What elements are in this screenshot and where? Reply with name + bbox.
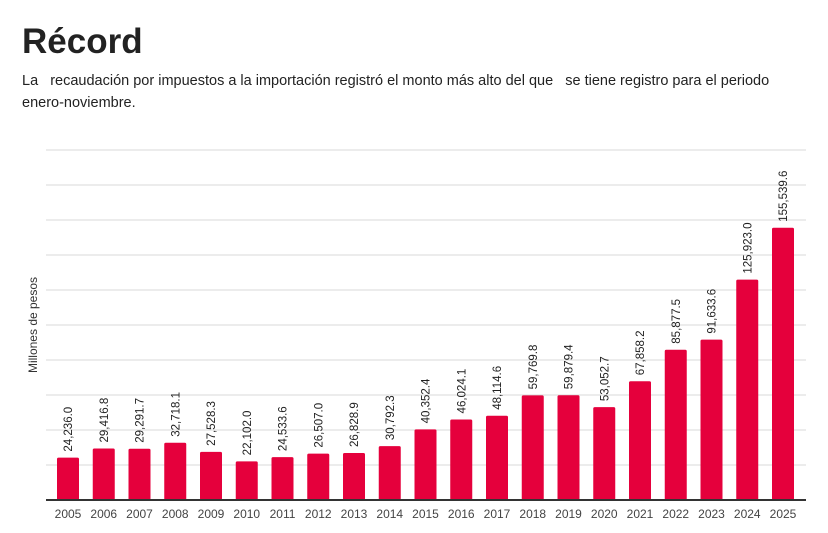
x-tick-label: 2009 [198,507,225,521]
data-label: 26,828.9 [349,402,361,447]
x-tick-label: 2024 [734,507,761,521]
data-label: 29,291.7 [135,398,147,443]
x-tick-label: 2015 [412,507,439,521]
data-label: 53,052.7 [599,356,611,401]
x-tick-label: 2013 [341,507,368,521]
data-label: 91,633.6 [707,289,719,334]
data-label: 125,923.0 [742,222,754,273]
bar [92,448,115,500]
data-label: 26,507.0 [313,403,325,448]
x-tick-label: 2022 [662,507,689,521]
x-tick-label: 2011 [270,507,296,521]
data-label: 24,533.6 [278,406,290,451]
data-label: 59,769.8 [528,345,540,390]
bar [128,448,151,500]
data-label: 85,877.5 [671,299,683,344]
x-tick-label: 2020 [591,507,618,521]
x-tick-label: 2010 [233,507,260,521]
x-tick-label: 2017 [484,507,511,521]
bar [736,279,759,500]
x-tick-label: 2006 [90,507,117,521]
x-tick-label: 2007 [126,507,153,521]
data-label: 67,858.2 [635,330,647,375]
data-label: 29,416.8 [99,398,111,443]
chart-subtitle: La recaudación por impuestos a la import… [22,73,774,111]
data-label: 22,102.0 [242,411,254,456]
data-label: 48,114.6 [492,366,504,410]
bar [307,453,330,500]
bar [378,446,401,500]
data-label: 155,539.6 [778,171,790,222]
x-tick-label: 2021 [627,507,654,521]
bar [664,349,687,500]
data-label: 27,528.3 [206,401,218,446]
bar [200,451,222,500]
data-label: 30,792.3 [385,395,397,440]
x-tick-label: 2008 [162,507,189,521]
x-tick-label: 2025 [770,507,797,521]
bar [164,442,187,500]
bar [557,395,580,500]
bar [235,461,258,500]
x-tick-label: 2018 [519,507,546,521]
data-label: 40,352.4 [421,378,433,423]
bar [450,419,473,500]
bar [414,429,437,500]
bar [271,457,294,500]
x-tick-label: 2023 [698,507,725,521]
data-label: 59,879.4 [564,344,576,389]
bar [486,415,508,500]
bar [700,339,723,500]
bar [343,453,365,500]
x-tick-label: 2019 [555,507,582,521]
data-label: 32,718.1 [170,392,182,437]
x-tick-label: 2012 [305,507,332,521]
bar [593,407,616,500]
bar [521,395,544,500]
bar [629,381,651,500]
data-label: 46,024.1 [456,369,468,414]
x-tick-label: 2014 [376,507,403,521]
x-tick-label: 2005 [55,507,82,521]
bar [772,227,794,500]
chart-title: Récord [22,22,143,61]
x-tick-label: 2016 [448,507,475,521]
y-axis-label: Millones de pesos [26,277,40,373]
bar [57,457,79,500]
data-label: 24,236.0 [63,407,75,452]
